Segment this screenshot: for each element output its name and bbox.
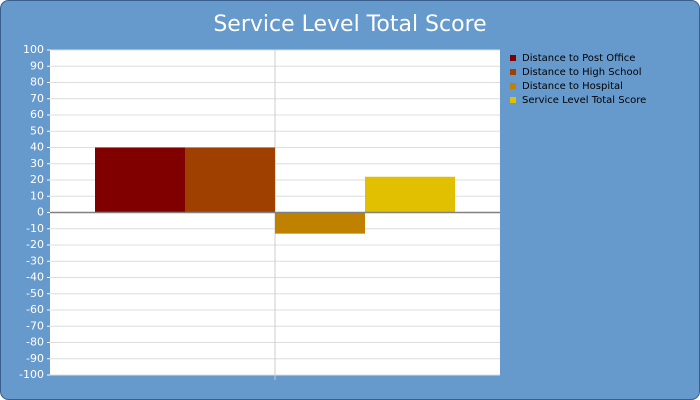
y-tick-label: 50 [30,124,44,137]
y-tick-label: 70 [30,92,44,105]
bar [95,147,185,213]
bar [365,176,455,213]
legend-swatch [510,97,516,103]
y-tick-label: 100 [23,43,44,56]
y-tick-label: -10 [26,222,44,235]
chart-title: Service Level Total Score [213,12,486,37]
legend-label: Distance to High School [522,67,641,78]
y-tick-label: 0 [37,206,44,219]
y-tick-label: -80 [26,336,44,349]
y-tick-label: -60 [26,303,44,316]
legend-swatch [510,83,516,89]
y-tick-label: -50 [26,287,44,300]
y-tick-label: 90 [30,59,44,72]
y-tick-label: -40 [26,271,44,284]
legend-label: Distance to Post Office [522,53,635,64]
y-tick-label: -70 [26,319,44,332]
y-tick-label: -20 [26,238,44,251]
y-tick-label: 60 [30,108,44,121]
y-tick-label: -30 [26,254,44,267]
y-tick-label: -90 [26,352,44,365]
y-tick-label: 20 [30,173,44,186]
y-tick-label: 30 [30,157,44,170]
y-tick-label: 40 [30,141,44,154]
legend-swatch [510,55,516,61]
bar [275,212,365,234]
y-tick-label: 10 [30,189,44,202]
y-tick-label: -100 [19,368,44,381]
legend-label: Service Level Total Score [522,95,646,106]
legend-swatch [510,69,516,75]
legend-label: Distance to Hospital [522,81,623,92]
bar [185,147,275,213]
y-tick-label: 80 [30,76,44,89]
